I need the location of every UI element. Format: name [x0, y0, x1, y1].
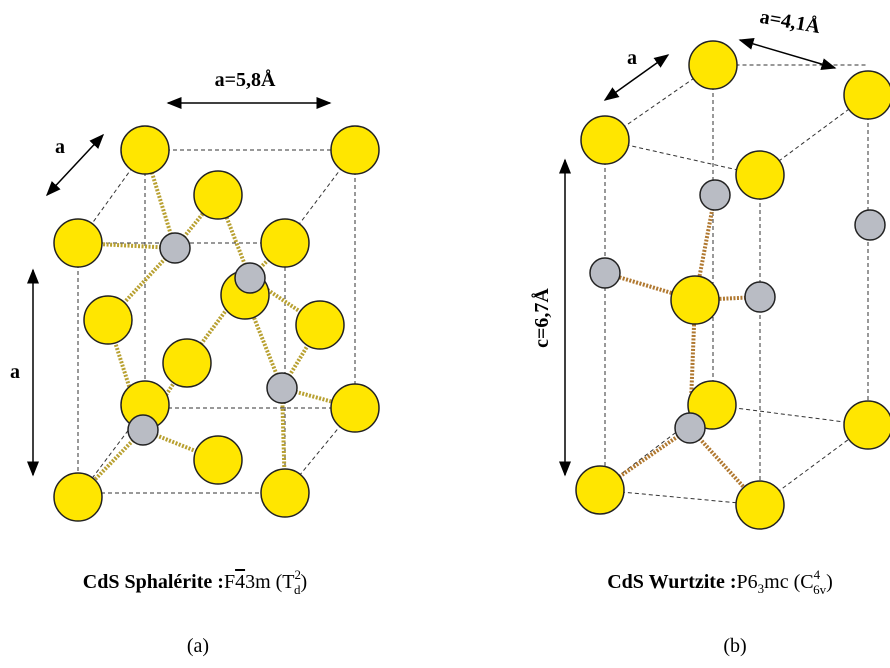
- schoenflies: ): [301, 571, 308, 593]
- space-group: mc: [764, 571, 789, 593]
- wurtzite-structure: [565, 40, 890, 529]
- separator: :: [217, 571, 224, 593]
- caption: (b): [723, 635, 746, 657]
- schoenflies-sub: 6v: [813, 582, 827, 597]
- dimension-label: a: [10, 361, 20, 383]
- dimension-label: a: [55, 136, 65, 158]
- separator: :: [730, 571, 737, 593]
- schoenflies: C: [800, 571, 813, 593]
- compound-name: CdS Wurtzite: [607, 571, 725, 593]
- schoenflies-sup: 4: [814, 567, 821, 582]
- compound-name: CdS Sphalérite: [83, 571, 213, 593]
- dimension-label: a=4,1Å: [758, 5, 822, 38]
- space-group: F: [224, 571, 235, 593]
- space-group: 4: [235, 571, 245, 593]
- diagram: a=5,8Å a a CdS Sphalérite :F43m (T2d) (a…: [0, 0, 890, 668]
- dimension-label: a: [627, 47, 637, 69]
- space-group: P6: [737, 571, 758, 593]
- sphalerite-structure: [33, 103, 379, 521]
- dimension-label: c=6,7Å: [530, 288, 553, 348]
- dimension-label: a=5,8Å: [215, 68, 276, 91]
- schoenflies: ): [826, 571, 833, 593]
- space-group: 3m: [245, 571, 271, 593]
- caption: (a): [187, 635, 209, 657]
- schoenflies: T: [282, 571, 294, 593]
